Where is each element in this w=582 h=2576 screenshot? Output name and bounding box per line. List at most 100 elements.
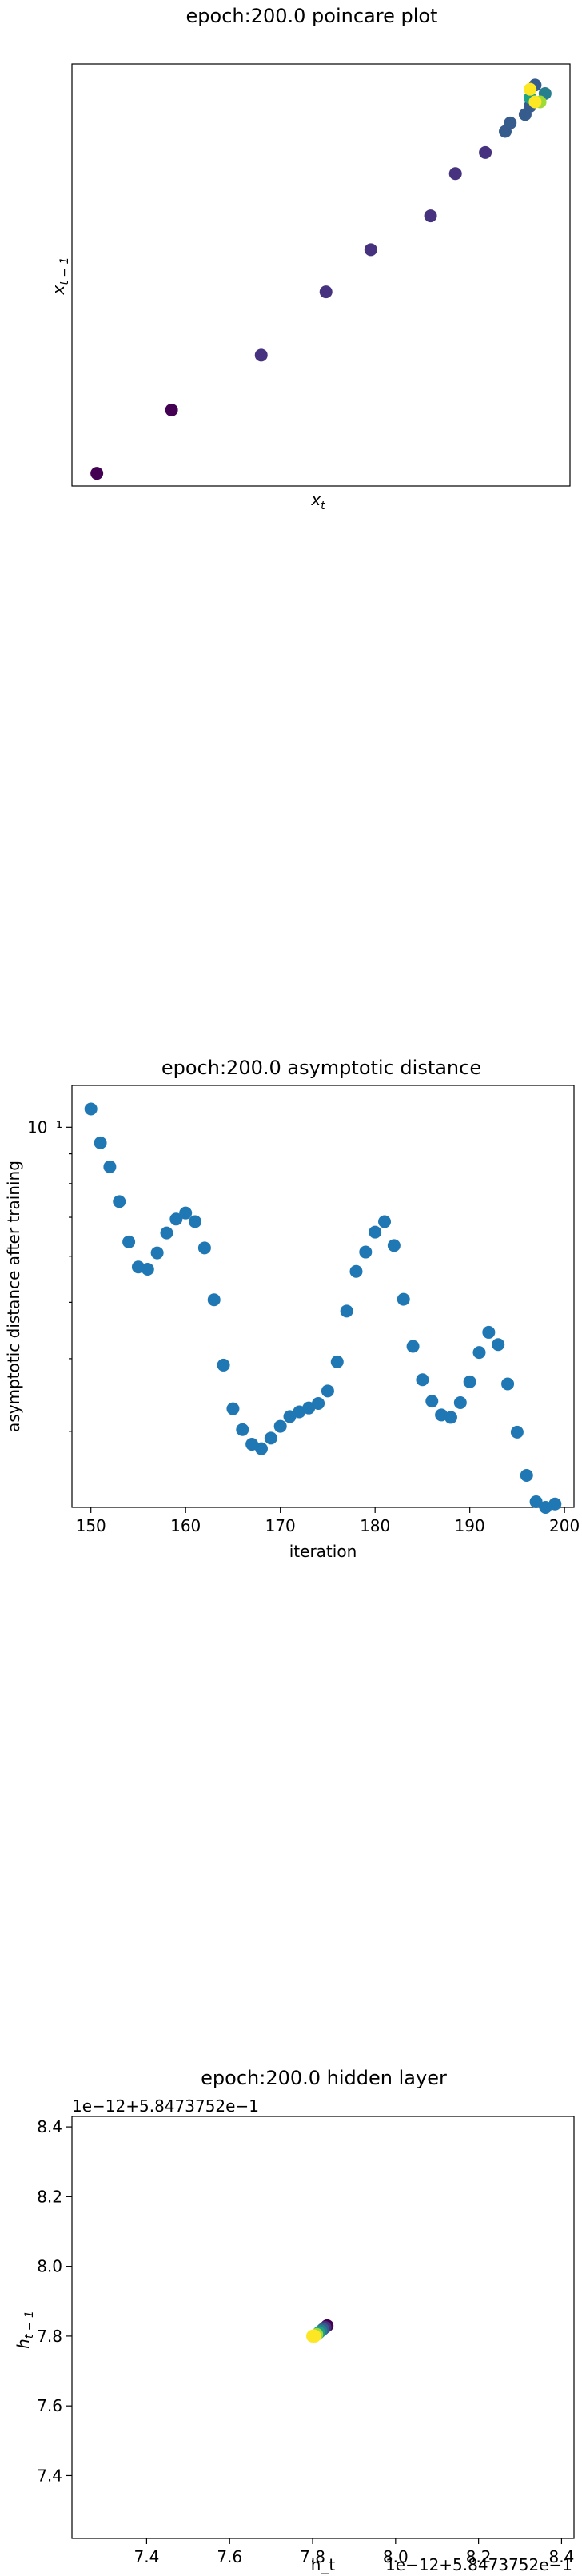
data-point (501, 1377, 515, 1391)
x-tick-label: 8.2 (466, 2547, 492, 2566)
data-point (340, 1304, 353, 1318)
data-point (312, 1396, 325, 1410)
x-axis-label: h_t (311, 2555, 336, 2574)
x-tick-label: 8.0 (383, 2547, 409, 2566)
data-point (321, 1384, 334, 1398)
data-point (397, 1292, 410, 1306)
y-ticks: 10⁻¹ (27, 1117, 72, 1432)
data-point (264, 1431, 277, 1445)
x-tick-label: 150 (76, 1516, 106, 1535)
data-point (406, 1340, 420, 1353)
data-point (319, 285, 333, 299)
data-point (364, 243, 377, 257)
data-point (448, 167, 462, 181)
data-point (236, 1423, 249, 1436)
y-tick-label: 7.8 (37, 2327, 62, 2346)
data-point (150, 1246, 164, 1260)
data-point (84, 1102, 98, 1116)
data-point (463, 1375, 476, 1388)
y-axis-label: asymptotic distance after training (4, 1161, 23, 1432)
x-tick-label: 8.4 (549, 2547, 575, 2566)
data-point (94, 1136, 107, 1149)
data-point (273, 1419, 287, 1433)
data-point (359, 1245, 373, 1259)
y-tick-label: 8.2 (37, 2187, 62, 2206)
data-point (330, 1355, 344, 1368)
y-axis-label: ht − 1 (14, 2311, 36, 2349)
hidden-layer-chart: epoch:200.0 hidden layer 1e−12+5.8473752… (14, 2067, 575, 2574)
data-point (307, 2329, 321, 2343)
data-point (479, 145, 492, 159)
x-tick-label: 170 (265, 1516, 296, 1535)
data-point (387, 1239, 401, 1252)
chart-title: epoch:200.0 poincare plot (186, 5, 438, 27)
x-tick-label: 7.4 (134, 2547, 160, 2566)
data-point (160, 1226, 173, 1240)
data-point (472, 1346, 486, 1360)
data-point (504, 116, 517, 129)
data-point (425, 1395, 439, 1408)
data-point (416, 1373, 429, 1387)
data-point (113, 1195, 126, 1208)
data-point (217, 1358, 230, 1372)
data-point (245, 1438, 259, 1451)
plot-frame (71, 2116, 575, 2539)
y-offset-label: 1e−12+5.8473752e−1 (72, 2096, 259, 2116)
data-point (283, 1410, 297, 1423)
y-ticks: 7.4 7.6 7.8 8.0 8.2 8.4 (37, 2117, 72, 2485)
data-point (453, 1396, 467, 1410)
data-point (122, 1235, 136, 1248)
x-tick-label: 160 (170, 1516, 201, 1535)
y-tick-label: 7.6 (37, 2396, 62, 2415)
data-point (424, 209, 437, 223)
data-point (103, 1160, 117, 1173)
y-tick-label: 8.4 (37, 2117, 62, 2136)
data-point (492, 1338, 505, 1352)
data-point (189, 1215, 202, 1228)
x-tick-label: 200 (549, 1516, 580, 1535)
x-tick-label: 180 (360, 1516, 390, 1535)
scatter-points (306, 2319, 334, 2343)
x-ticks: 150 160 170 180 190 200 (76, 1507, 580, 1535)
data-point (548, 1497, 562, 1511)
data-point (207, 1293, 221, 1307)
data-point (254, 1442, 268, 1455)
data-point (349, 1264, 363, 1278)
x-tick-label: 7.8 (300, 2547, 325, 2566)
data-point (528, 95, 542, 109)
scatter-points (84, 1102, 562, 1514)
asymptotic-distance-chart: epoch:200.0 asymptotic distance 150 160 17… (4, 1057, 580, 1561)
x-offset-label: 1e−12+5.8473752e−1 (385, 2555, 572, 2574)
data-point (165, 403, 178, 416)
data-point (524, 82, 537, 96)
y-axis-label: xt − 1 (49, 257, 71, 296)
y-tick-label: 7.4 (37, 2466, 62, 2485)
plot-frame (71, 1085, 575, 1508)
data-point (226, 1402, 240, 1415)
chart-title: epoch:200.0 asymptotic distance (161, 1057, 481, 1079)
data-point (197, 1241, 211, 1255)
data-point (369, 1225, 382, 1239)
x-ticks: 7.4 7.6 7.8 8.0 8.2 8.4 (134, 2538, 575, 2566)
data-point (254, 348, 268, 362)
data-point (141, 1262, 154, 1276)
data-point (482, 1325, 496, 1339)
chart-title: epoch:200.0 hidden layer (201, 2067, 447, 2089)
x-axis-label: xt (310, 490, 325, 512)
x-axis-label: iteration (289, 1542, 357, 1561)
y-tick-label: 8.0 (37, 2257, 62, 2276)
x-tick-label: 190 (455, 1516, 485, 1535)
data-point (169, 1212, 183, 1226)
poincare-plot-chart: epoch:200.0 poincare plot xt xt − 1 (49, 5, 571, 512)
x-tick-label: 7.6 (217, 2547, 242, 2566)
y-tick-label: 10⁻¹ (27, 1117, 62, 1137)
scatter-points (90, 78, 552, 480)
data-point (90, 467, 104, 480)
data-point (302, 1401, 316, 1415)
data-point (520, 1468, 533, 1482)
data-point (529, 1495, 543, 1508)
data-point (444, 1411, 457, 1424)
data-point (378, 1215, 392, 1228)
plot-frame (71, 63, 571, 487)
data-point (179, 1206, 193, 1220)
